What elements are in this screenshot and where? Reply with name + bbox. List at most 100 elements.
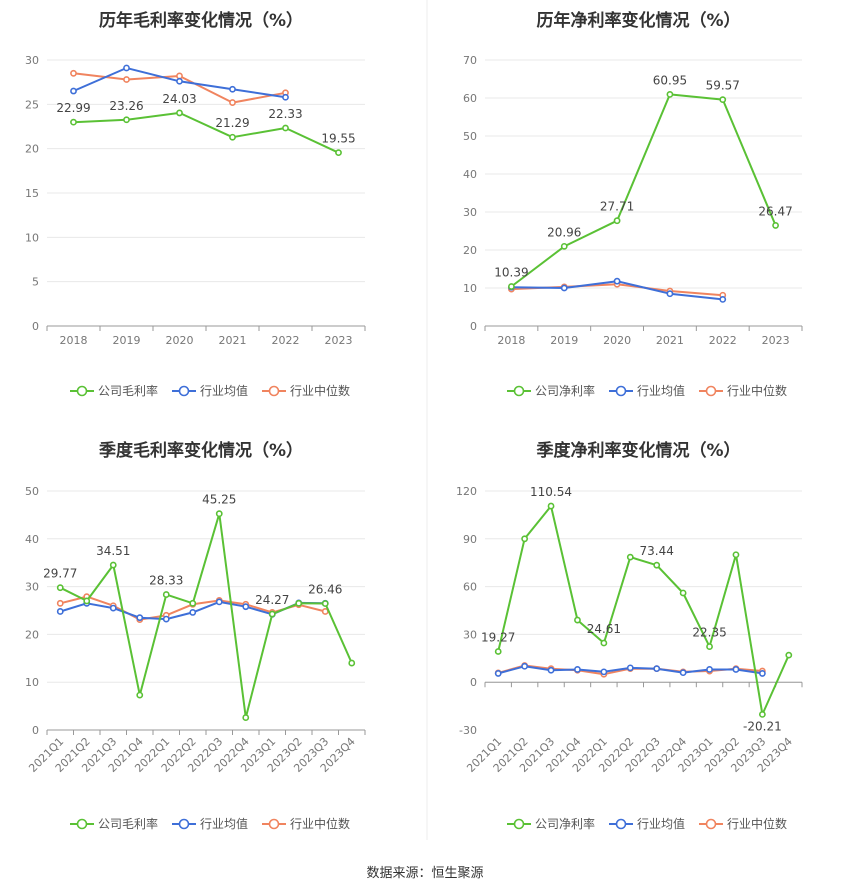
data-point	[71, 71, 76, 76]
legend-item[interactable]: 公司毛利率	[70, 383, 158, 398]
legend-label: 公司净利率	[535, 816, 595, 831]
legend-item[interactable]: 行业中位数	[699, 383, 787, 398]
charts-canvas: 历年毛利率变化情况（%）0510152025302018 2019 2020 2021…	[0, 0, 850, 891]
y-tick-label: 15	[25, 187, 39, 200]
data-point	[786, 653, 791, 658]
data-label: 22.35	[692, 626, 726, 640]
y-tick-label: 30	[25, 54, 39, 67]
data-point	[548, 668, 553, 673]
y-tick-label: 40	[25, 533, 39, 546]
data-point	[84, 598, 89, 603]
legend-item[interactable]: 行业均值	[172, 816, 248, 831]
legend-item[interactable]: 行业均值	[172, 383, 248, 398]
data-point	[190, 601, 195, 606]
legend-marker	[180, 820, 189, 829]
legend-marker	[78, 820, 87, 829]
x-tick-label: 2019	[550, 334, 578, 347]
y-tick-label: 5	[32, 276, 39, 289]
legend-marker	[270, 387, 279, 396]
data-source-name: 恒生聚源	[432, 862, 484, 881]
data-point	[283, 95, 288, 100]
data-point	[137, 615, 142, 620]
legend-item[interactable]: 行业中位数	[262, 383, 350, 398]
data-point	[496, 649, 501, 654]
legend-label: 行业均值	[200, 383, 248, 398]
legend-item[interactable]: 公司净利率	[507, 816, 595, 831]
legend-item[interactable]: 行业均值	[609, 383, 685, 398]
data-label: 26.46	[308, 583, 342, 597]
legend-marker	[617, 820, 626, 829]
data-point	[733, 552, 738, 557]
y-tick-label: 20	[463, 244, 477, 257]
legend-marker	[617, 387, 626, 396]
data-point	[522, 664, 527, 669]
legend-item[interactable]: 公司净利率	[507, 383, 595, 398]
data-point	[667, 92, 672, 97]
x-tick-label: 2022	[272, 334, 300, 347]
y-tick-label: 120	[456, 485, 477, 498]
data-label: 20.96	[547, 225, 581, 239]
y-tick-label: 10	[463, 282, 477, 295]
data-point	[164, 617, 169, 622]
data-point	[71, 120, 76, 125]
data-label: 73.44	[640, 544, 674, 558]
data-point	[243, 604, 248, 609]
legend-item[interactable]: 行业中位数	[262, 816, 350, 831]
data-label: 24.27	[255, 593, 289, 607]
data-point	[654, 563, 659, 568]
y-tick-label: 20	[25, 628, 39, 641]
x-tick-label: 2021	[219, 334, 247, 347]
y-tick-label: 0	[32, 320, 39, 333]
data-point	[58, 601, 63, 606]
data-point	[230, 135, 235, 140]
y-tick-label: 50	[25, 485, 39, 498]
x-tick-label: 2023	[325, 334, 353, 347]
data-point	[217, 511, 222, 516]
y-tick-label: 40	[463, 168, 477, 181]
data-label: 26.47	[758, 204, 792, 218]
data-point	[283, 125, 288, 130]
data-point	[773, 223, 778, 228]
data-point	[548, 503, 553, 508]
x-tick-label: 2022	[709, 334, 737, 347]
data-point	[575, 617, 580, 622]
data-point	[71, 88, 76, 93]
data-point	[124, 117, 129, 122]
x-tick-label: 2023	[762, 334, 790, 347]
legend-label: 行业中位数	[727, 383, 787, 398]
legend-marker	[707, 387, 716, 396]
legend-item[interactable]: 公司毛利率	[70, 816, 158, 831]
legend-item[interactable]: 行业中位数	[699, 816, 787, 831]
legend-item[interactable]: 行业均值	[609, 816, 685, 831]
legend-label: 公司毛利率	[98, 383, 158, 398]
legend-marker	[78, 387, 87, 396]
data-point	[509, 284, 514, 289]
data-point	[733, 667, 738, 672]
data-point	[707, 667, 712, 672]
y-tick-label: 60	[463, 92, 477, 105]
legend-marker	[180, 387, 189, 396]
data-label: 60.95	[653, 73, 687, 87]
y-tick-label: 30	[25, 581, 39, 594]
data-label: 24.61	[587, 622, 621, 636]
data-point	[190, 610, 195, 615]
data-point	[628, 555, 633, 560]
y-tick-label: 50	[463, 130, 477, 143]
data-point	[681, 590, 686, 595]
y-tick-label: -30	[459, 724, 477, 737]
data-label: 19.27	[481, 630, 515, 644]
data-point	[562, 244, 567, 249]
chart-3: 季度毛利率变化情况（%）010203040502021Q12021Q22021Q…	[25, 440, 365, 831]
data-point	[575, 667, 580, 672]
data-point	[681, 670, 686, 675]
legend-label: 行业中位数	[290, 383, 350, 398]
y-tick-label: 25	[25, 98, 39, 111]
chart-title: 季度净利率变化情况（%）	[536, 440, 740, 461]
x-tick-label: 2020	[603, 334, 631, 347]
data-label: 19.55	[321, 132, 355, 146]
data-point	[243, 715, 248, 720]
chart-1: 历年毛利率变化情况（%） 0 5 10 15 20 25 30 2018 2019 2020 2021…	[25, 10, 365, 398]
data-label: 22.99	[56, 101, 90, 115]
x-tick-label: 2020	[166, 334, 194, 347]
data-label: 59.57	[706, 79, 740, 93]
